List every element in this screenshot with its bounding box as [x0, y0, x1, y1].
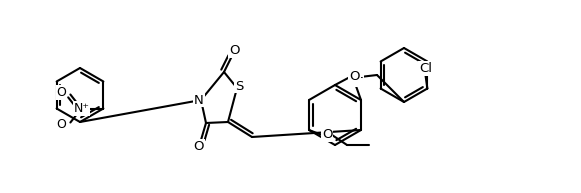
Text: N⁺: N⁺	[73, 102, 89, 115]
Text: Br: Br	[349, 74, 363, 86]
Text: O: O	[56, 118, 66, 131]
Text: O: O	[193, 140, 205, 152]
Text: Cl: Cl	[419, 62, 432, 75]
Text: S: S	[235, 80, 243, 92]
Text: O: O	[350, 70, 360, 84]
Text: N: N	[194, 93, 204, 107]
Text: O: O	[56, 86, 66, 99]
Text: O: O	[322, 129, 332, 141]
Text: O: O	[229, 45, 239, 58]
